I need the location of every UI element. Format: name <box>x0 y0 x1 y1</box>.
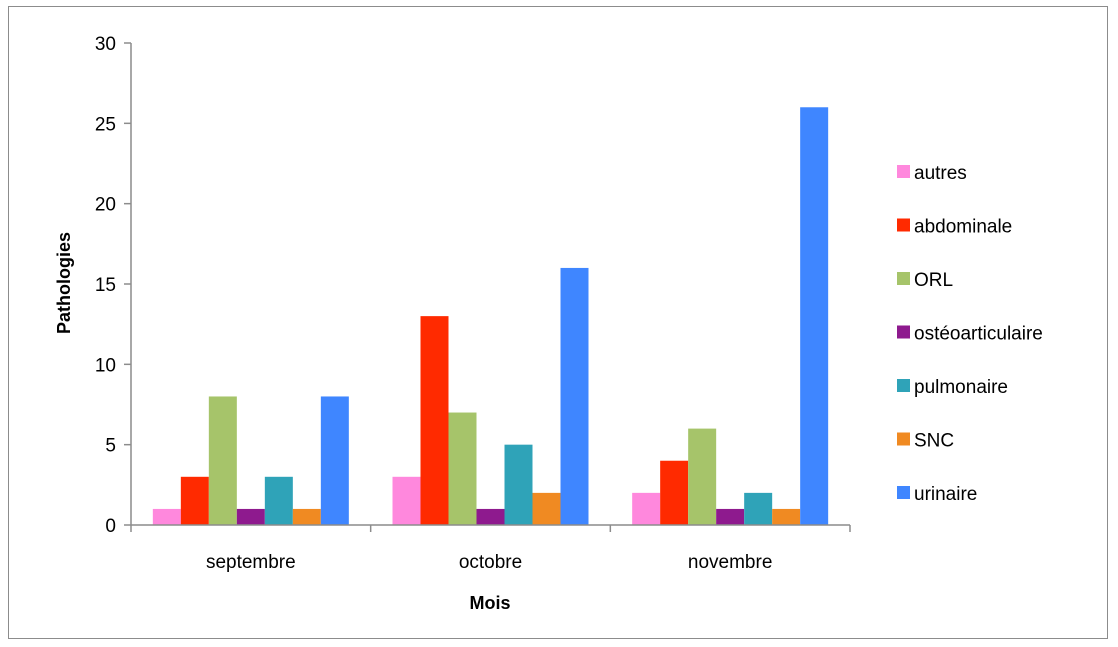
y-tick-label: 5 <box>105 436 116 457</box>
bars-group <box>152 107 829 526</box>
y-tick-label: 0 <box>105 516 116 537</box>
y-axis-title: Pathologies <box>54 232 74 334</box>
y-tick-label: 30 <box>95 34 116 55</box>
y-ticks-group: 0 5 10 15 20 25 30 <box>95 34 131 537</box>
bar-ost-oarticulaire-septembre <box>236 508 265 525</box>
legend-swatch <box>897 379 910 392</box>
legend-swatch <box>897 432 910 446</box>
y-tick-label: 15 <box>95 275 116 296</box>
bar-orl-octobre <box>448 412 477 525</box>
legend: autres abdominale ORL ostéoarticulaire pulmo… <box>897 163 1043 505</box>
legend-swatch <box>897 272 910 285</box>
bar-urinaire-novembre <box>800 107 829 526</box>
legend-swatch <box>897 486 910 499</box>
x-ticks-group: septembre octobre novembre <box>130 525 851 573</box>
bar-ost-oarticulaire-octobre <box>476 508 505 525</box>
bar-snc-novembre <box>772 508 801 525</box>
bar-ost-oarticulaire-novembre <box>716 508 745 525</box>
legend-label: pulmonaire <box>914 377 1008 398</box>
legend-swatch <box>897 218 910 232</box>
x-axis-title: Mois <box>469 593 510 613</box>
bar-urinaire-octobre <box>560 267 589 525</box>
legend-label: ostéoarticulaire <box>914 324 1043 345</box>
bar-orl-septembre <box>208 396 237 525</box>
x-category-label: octobre <box>459 552 522 573</box>
y-tick-label: 25 <box>95 114 116 135</box>
legend-swatch <box>897 325 910 339</box>
legend-label: ORL <box>914 270 953 291</box>
y-tick-label: 10 <box>95 355 116 376</box>
bar-orl-novembre <box>688 428 717 525</box>
bar-pulmonaire-octobre <box>504 444 533 525</box>
bar-autres-septembre <box>152 508 181 525</box>
legend-label: abdominale <box>914 217 1012 238</box>
bar-abdominale-septembre <box>180 476 209 525</box>
chart-frame <box>8 6 1108 639</box>
legend-label: SNC <box>914 431 954 452</box>
bar-abdominale-octobre <box>420 316 449 525</box>
bar-autres-octobre <box>392 476 421 525</box>
legend-label: urinaire <box>914 484 977 505</box>
legend-swatch <box>897 165 910 178</box>
x-category-label: septembre <box>206 552 296 573</box>
bar-snc-septembre <box>292 508 321 525</box>
bar-snc-octobre <box>532 492 561 525</box>
y-tick-label: 20 <box>95 195 116 216</box>
bar-pulmonaire-novembre <box>744 492 773 525</box>
bar-pulmonaire-septembre <box>264 476 293 525</box>
x-category-label: novembre <box>688 552 773 573</box>
legend-label: autres <box>914 163 967 184</box>
bar-autres-novembre <box>632 492 661 525</box>
bar-urinaire-septembre <box>320 396 349 525</box>
axes-group <box>130 43 850 526</box>
bar-abdominale-novembre <box>660 460 689 525</box>
